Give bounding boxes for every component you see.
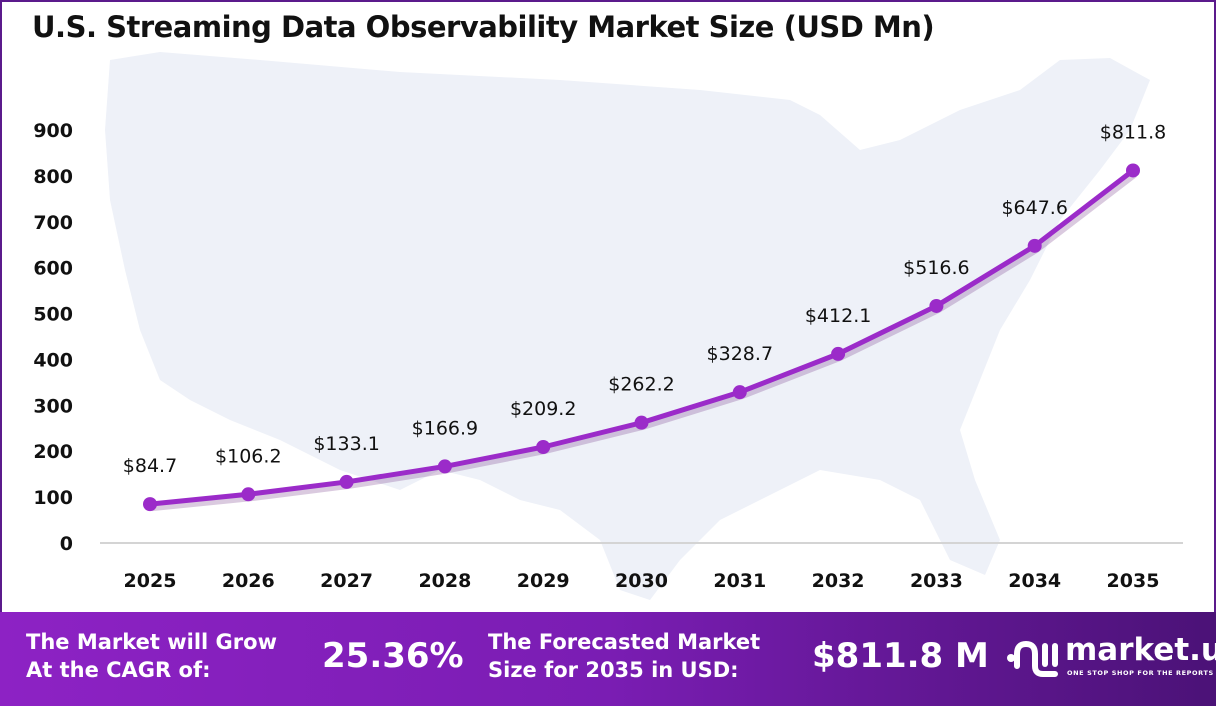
data-point — [929, 298, 944, 313]
cagr-label-line2: At the CAGR of: — [26, 658, 211, 682]
cagr-label-line1: The Market will Grow — [26, 630, 277, 654]
x-tick-label: 2031 — [713, 570, 766, 592]
y-tick-label: 100 — [33, 487, 73, 509]
y-tick-label: 800 — [33, 166, 73, 188]
y-tick-label: 400 — [33, 349, 73, 371]
y-tick-label: 700 — [33, 212, 73, 234]
data-label: $262.2 — [608, 374, 674, 396]
x-tick-label: 2029 — [517, 570, 570, 592]
forecast-value: $811.8 M — [812, 636, 989, 676]
cagr-value: 25.36% — [322, 636, 464, 676]
line-chart: 0 100 200 300 400 500 600 700 800 900 2025 2026 2027… — [33, 52, 1183, 600]
x-tick-label: 2033 — [910, 570, 963, 592]
footer-banner: The Market will Grow At the CAGR of: 25.… — [0, 612, 1216, 706]
data-point — [732, 385, 747, 400]
x-tick-label: 2034 — [1008, 570, 1061, 592]
data-label: $166.9 — [412, 417, 478, 439]
chart-title: U.S. Streaming Data Observability Market… — [32, 10, 935, 44]
x-tick-label: 2025 — [124, 570, 177, 592]
data-label: $647.6 — [1001, 197, 1067, 219]
data-point — [241, 487, 256, 502]
data-label: $133.1 — [313, 433, 379, 455]
logo-icon — [1007, 640, 1058, 677]
forecast-label-line2: Size for 2035 in USD: — [488, 658, 739, 682]
data-label: $328.7 — [707, 343, 773, 365]
data-point — [339, 474, 354, 489]
data-point — [634, 415, 649, 430]
y-tick-label: 200 — [33, 441, 73, 463]
x-tick-label: 2026 — [222, 570, 275, 592]
cagr-label: The Market will Grow At the CAGR of: — [26, 628, 277, 684]
data-label: $412.1 — [805, 305, 871, 327]
y-tick-label: 300 — [33, 395, 73, 417]
x-tick-label: 2030 — [615, 570, 668, 592]
y-tick-label: 900 — [33, 120, 73, 142]
logo-name: market.us — [1065, 632, 1216, 668]
logo-tagline: ONE STOP SHOP FOR THE REPORTS — [1067, 669, 1214, 677]
data-point — [1126, 163, 1140, 178]
data-label: $516.6 — [903, 257, 969, 279]
x-tick-label: 2035 — [1107, 570, 1160, 592]
data-point — [1027, 238, 1042, 253]
data-label: $209.2 — [510, 398, 576, 420]
y-tick-label: 0 — [60, 533, 73, 555]
y-tick-label: 500 — [33, 304, 73, 326]
x-tick-label: 2027 — [320, 570, 373, 592]
data-label: $106.2 — [215, 445, 281, 467]
us-map-background — [105, 52, 1150, 600]
data-point — [831, 346, 846, 361]
data-point — [143, 497, 157, 512]
data-label: $84.7 — [123, 455, 177, 477]
forecast-label: The Forecasted Market Size for 2035 in U… — [488, 628, 760, 684]
forecast-label-line1: The Forecasted Market — [488, 630, 761, 654]
x-tick-label: 2028 — [418, 570, 471, 592]
data-label: $811.8 — [1100, 121, 1166, 143]
market-us-logo: market.us ONE STOP SHOP FOR THE REPORTS — [1005, 632, 1216, 682]
x-tick-label: 2032 — [812, 570, 865, 592]
data-point — [437, 459, 452, 474]
y-tick-label: 600 — [33, 258, 73, 280]
data-point — [536, 440, 551, 455]
